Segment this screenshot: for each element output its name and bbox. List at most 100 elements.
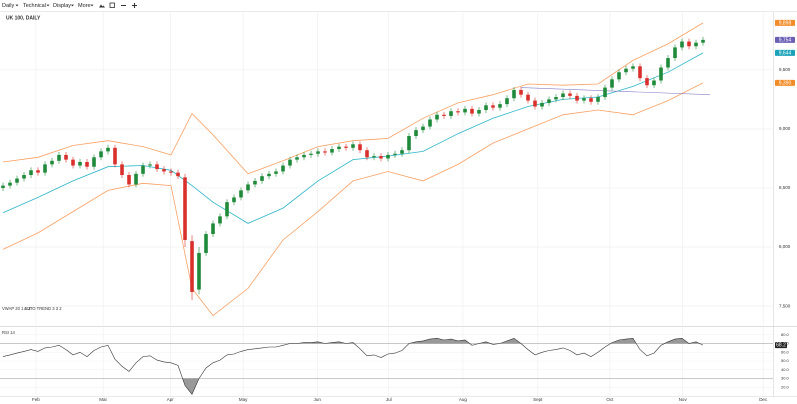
candle-body [295,157,299,160]
toolbar-item[interactable]: Technical [23,3,46,9]
chart-type-icon[interactable] [99,4,105,8]
candle-body [652,80,656,86]
rsi-title: RSI 14 [2,330,15,335]
indicator-label: VWAP 20 1 2 3 [2,306,31,311]
candle-body [176,172,180,177]
overlay-line [2,22,704,175]
candle-body [673,47,677,59]
zoom-in-icon[interactable] [132,3,137,8]
candle-body [71,159,75,166]
candle-body [624,68,628,73]
candle-body [449,111,453,116]
price-tag [775,79,795,86]
candle-body [267,173,271,177]
candle-body [232,197,236,203]
toolbar-item[interactable]: More [78,3,91,9]
candle-body [414,130,418,137]
x-tick-label: Mar [99,397,107,402]
value-tag [775,342,787,349]
candle-body [589,98,593,102]
candle-body [568,93,572,96]
x-tick-label: Nov [679,397,688,402]
candle-body [547,99,551,103]
candle-body [379,156,383,159]
candle-body [407,136,411,151]
y-tick-label: 40.0 [781,367,790,372]
candle-body [64,154,68,160]
candle-body [540,102,544,107]
candle-body [638,66,642,79]
candle-body [533,100,537,107]
candle-body [358,144,362,151]
candle-body [260,176,264,181]
y-tick-label: 8,500 [779,185,791,190]
candle-body [197,252,201,290]
candle-body [512,89,516,99]
candle-body [281,165,285,172]
price-tag-label: 9,754 [779,38,792,44]
zoom-out-icon[interactable] [121,5,126,6]
candle-body [29,170,33,175]
x-tick-label: Oct [606,397,614,402]
candle-body [190,241,194,292]
candle-body [645,78,649,86]
toolbar-item[interactable]: Daily [2,3,14,9]
candle-body [687,41,691,47]
candle-body [365,150,369,158]
overlay-line [2,52,704,224]
y-tick-label: 7,500 [779,303,791,308]
candle-body [498,104,502,108]
candle-body [659,67,663,81]
candle-body [617,72,621,80]
candle-body [386,154,390,159]
candle-body [456,111,460,113]
candle-body [393,153,397,155]
candle-body [57,154,61,161]
candle-body [701,39,705,43]
candle-body [526,94,530,101]
candle-body [43,164,47,173]
chart-title: UK 100, DAILY [6,15,41,21]
price-tag [775,36,795,43]
candle-body [134,173,138,185]
candle-body [330,149,334,153]
x-tick-label: Jul [386,397,392,402]
price-tag-label: 9,898 [779,20,792,26]
candle-body [666,58,670,68]
candle-body [169,171,173,173]
candle-body [554,97,558,100]
x-tick-label: May [239,397,248,402]
candle-body [421,126,425,131]
y-tick-label: 9,500 [779,67,791,72]
candle-body [344,146,348,148]
candle-body [323,151,327,153]
x-tick-label: Sept [533,397,543,402]
candle-body [435,114,439,120]
candle-body [582,98,586,101]
candle-body [302,154,306,158]
candle-body [141,165,145,174]
candle-body [225,202,229,217]
toolbar-item[interactable]: Display [53,3,71,9]
candle-body [351,144,355,148]
candle-body [603,87,607,98]
candle-body [22,174,26,179]
candle-body [106,147,110,152]
save-icon[interactable] [109,2,115,8]
x-tick-label: Dec [759,397,768,402]
price-tag [775,19,795,26]
candle-body [477,110,481,114]
candle-body [505,98,509,105]
candle-body [596,97,600,102]
x-tick-label: Aug [459,397,468,402]
candle-body [400,150,404,154]
candle-body [211,223,215,235]
candle-body [113,147,117,165]
candle-body [561,93,565,98]
candle-body [309,153,313,155]
candle-body [148,164,152,166]
candle-body [155,164,159,170]
candle-body [519,89,523,95]
overlay-line [520,87,711,95]
